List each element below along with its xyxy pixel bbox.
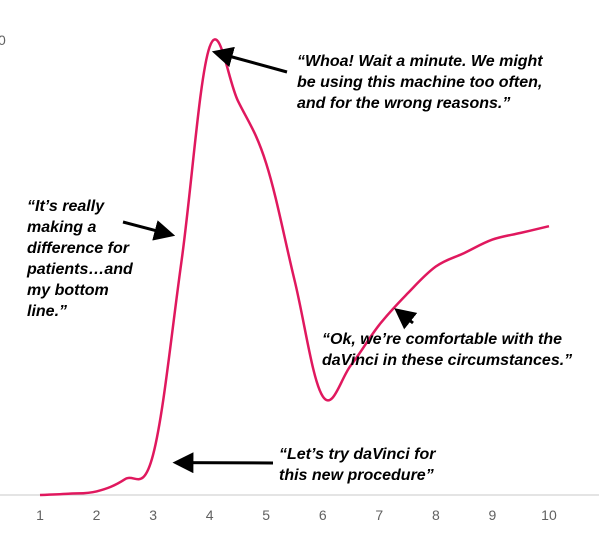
- annotation-arrow: [394, 308, 418, 330]
- x-tick-label: 8: [432, 507, 440, 523]
- annotation-line: difference for: [27, 240, 129, 257]
- x-tick-label: 1: [36, 507, 44, 523]
- annotation-line: “Ok, we’re comfortable with the: [322, 331, 563, 348]
- x-tick-label: 5: [262, 507, 270, 523]
- annotation-line: daVinci in these circumstances.”: [322, 352, 573, 369]
- x-tick-label: 9: [489, 507, 497, 523]
- annotation-line: my bottom: [27, 282, 109, 299]
- x-tick-label: 10: [541, 507, 557, 523]
- annotation-lets-try: “Let’s try daVinci for this new procedur…: [279, 444, 435, 486]
- annotation-arrow: [211, 46, 288, 74]
- annotation-line: this new procedure”: [279, 467, 434, 484]
- annotation-arrow: [122, 220, 176, 241]
- annotation-really-making-difference: “It’s really making a difference for pat…: [27, 196, 133, 322]
- series-line: [39, 38, 550, 497]
- x-tick-label: 6: [319, 507, 327, 523]
- annotation-comfortable: “Ok, we’re comfortable with the daVinci …: [322, 329, 572, 371]
- annotation-line: “Whoa! Wait a minute. We might: [297, 53, 543, 70]
- x-tick-label: 4: [206, 507, 214, 523]
- annotation-line: “Let’s try daVinci for: [279, 446, 436, 463]
- annotation-line: “It’s really: [27, 198, 105, 215]
- annotation-whoa: “Whoa! Wait a minute. We might be using …: [297, 51, 543, 114]
- annotation-line: patients…and: [27, 261, 133, 278]
- annotation-line: making a: [27, 219, 97, 236]
- y-tick-label: 0: [0, 32, 6, 48]
- annotation-line: and for the wrong reasons.”: [297, 95, 511, 112]
- x-tick-label: 7: [375, 507, 383, 523]
- x-tick-labels: 1 2 3 4 5 6 7 8 9 10: [36, 507, 557, 523]
- x-tick-label: 2: [93, 507, 101, 523]
- annotation-line: be using this machine too often,: [297, 74, 543, 91]
- x-tick-label: 3: [149, 507, 157, 523]
- annotation-line: line.”: [27, 303, 68, 320]
- annotation-arrows: [122, 46, 418, 474]
